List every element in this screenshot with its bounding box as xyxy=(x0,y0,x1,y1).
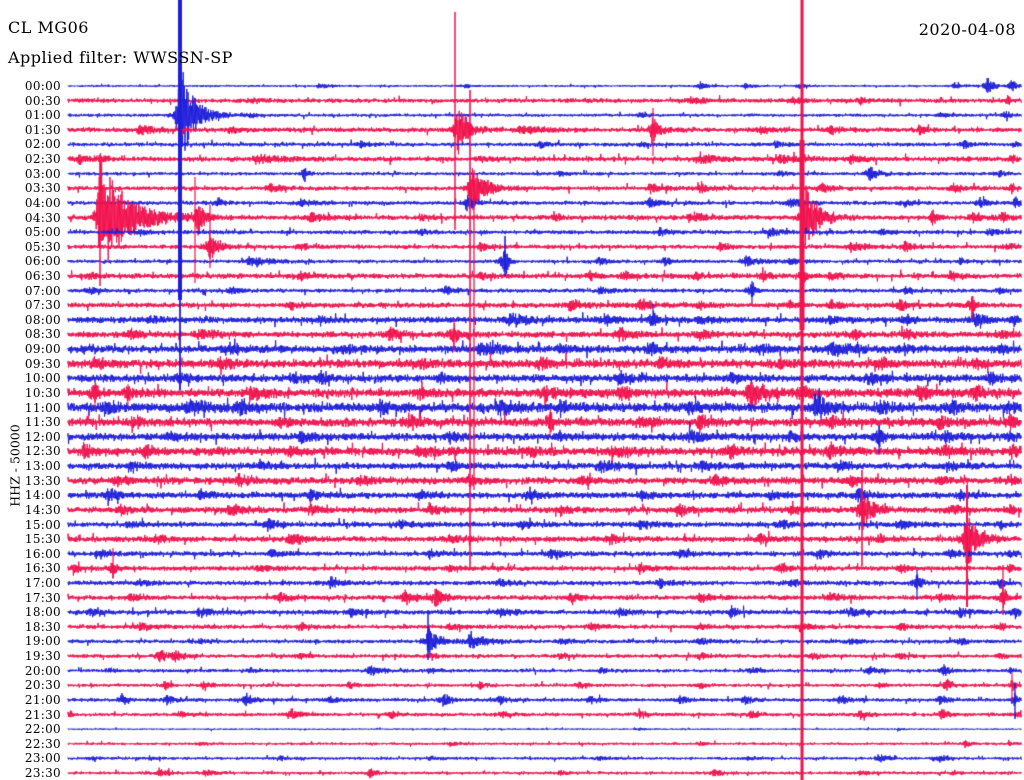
time-label: 00:30 xyxy=(24,93,61,108)
time-label: 16:00 xyxy=(24,546,61,561)
time-label: 05:00 xyxy=(24,225,61,240)
time-label: 02:00 xyxy=(24,137,61,152)
time-label: 18:30 xyxy=(24,619,61,634)
time-label: 03:00 xyxy=(24,166,61,181)
time-label: 06:30 xyxy=(24,269,61,284)
time-label: 10:00 xyxy=(24,371,61,386)
time-label: 15:00 xyxy=(24,517,61,532)
time-label: 20:00 xyxy=(24,663,61,678)
time-label: 18:00 xyxy=(24,605,61,620)
station-label: CL MG06 xyxy=(8,18,89,37)
time-label: 10:30 xyxy=(24,385,61,400)
time-label: 21:30 xyxy=(24,707,61,722)
time-axis: 00:00 00:30 01:00 01:30 02:00 02:30 03:00 03:30… xyxy=(0,0,61,780)
time-label: 07:00 xyxy=(24,283,61,298)
time-label: 07:30 xyxy=(24,298,61,313)
time-label: 23:00 xyxy=(24,751,61,766)
time-label: 17:30 xyxy=(24,590,61,605)
filter-label: Applied filter: WWSSN-SP xyxy=(8,48,233,67)
time-label: 21:00 xyxy=(24,692,61,707)
time-label: 14:00 xyxy=(24,488,61,503)
time-label: 06:00 xyxy=(24,254,61,269)
time-label: 15:30 xyxy=(24,532,61,547)
time-label: 08:30 xyxy=(24,327,61,342)
time-label: 02:30 xyxy=(24,152,61,167)
time-label: 01:30 xyxy=(24,122,61,137)
time-label: 11:00 xyxy=(24,400,61,415)
time-label: 01:00 xyxy=(24,108,61,123)
time-label: 17:00 xyxy=(24,575,61,590)
time-label: 11:30 xyxy=(24,415,61,430)
time-label: 09:00 xyxy=(24,342,61,357)
time-label: 16:30 xyxy=(24,561,61,576)
time-label: 13:00 xyxy=(24,459,61,474)
time-label: 23:30 xyxy=(24,765,61,780)
time-label: 20:30 xyxy=(24,678,61,693)
time-label: 22:00 xyxy=(24,722,61,737)
time-label: 04:00 xyxy=(24,195,61,210)
time-label: 08:00 xyxy=(24,312,61,327)
time-label: 13:30 xyxy=(24,473,61,488)
time-label: 19:30 xyxy=(24,649,61,664)
time-label: 09:30 xyxy=(24,356,61,371)
time-label: 05:30 xyxy=(24,239,61,254)
time-label: 04:30 xyxy=(24,210,61,225)
time-label: 00:00 xyxy=(24,79,61,93)
time-label: 22:30 xyxy=(24,736,61,751)
time-label: 14:30 xyxy=(24,502,61,517)
date-label: 2020-04-08 xyxy=(918,20,1016,39)
time-label: 12:00 xyxy=(24,429,61,444)
time-label: 03:30 xyxy=(24,181,61,196)
time-label: 12:30 xyxy=(24,444,61,459)
time-label: 19:00 xyxy=(24,634,61,649)
